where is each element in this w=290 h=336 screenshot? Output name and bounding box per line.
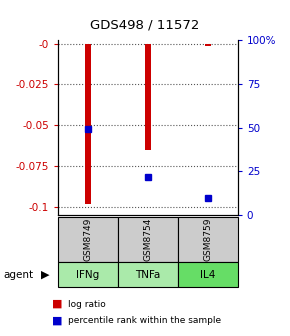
Text: percentile rank within the sample: percentile rank within the sample — [68, 317, 221, 325]
Text: TNFa: TNFa — [135, 270, 161, 280]
Bar — [145, 44, 151, 150]
Text: GSM8754: GSM8754 — [143, 218, 153, 261]
Text: ■: ■ — [52, 299, 63, 309]
Bar — [85, 44, 91, 204]
Text: ■: ■ — [52, 316, 63, 326]
Text: ▶: ▶ — [41, 270, 49, 280]
Text: agent: agent — [3, 270, 33, 280]
Bar — [205, 44, 211, 46]
Text: GSM8759: GSM8759 — [203, 218, 212, 261]
Text: IFNg: IFNg — [76, 270, 99, 280]
Text: IL4: IL4 — [200, 270, 215, 280]
Text: GDS498 / 11572: GDS498 / 11572 — [90, 19, 200, 32]
Text: log ratio: log ratio — [68, 300, 106, 308]
Text: GSM8749: GSM8749 — [84, 218, 93, 261]
